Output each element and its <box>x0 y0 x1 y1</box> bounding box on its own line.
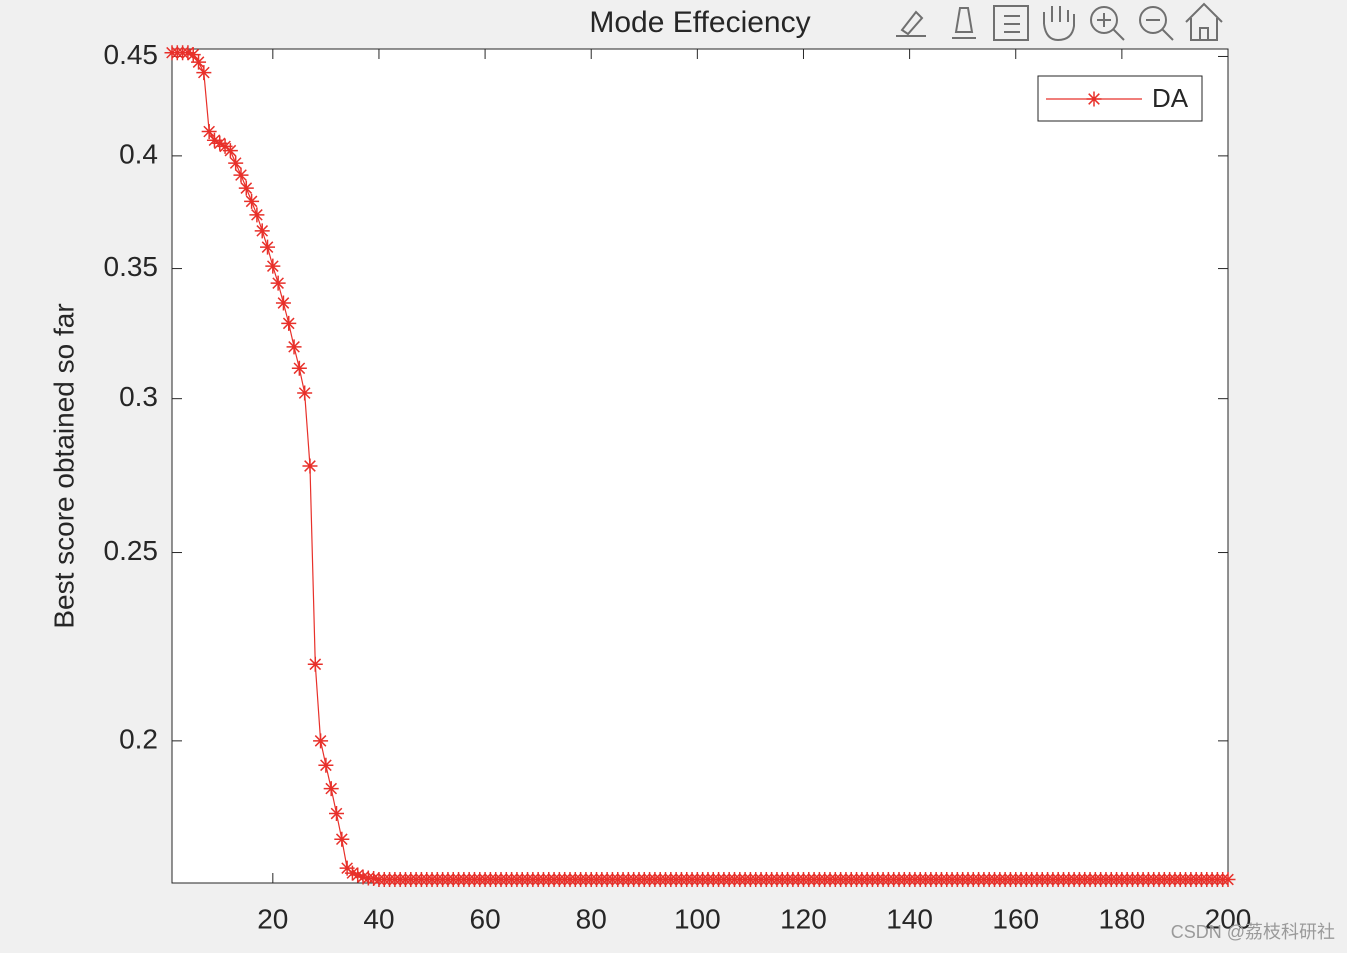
x-tick-label: 40 <box>363 903 394 934</box>
marker <box>185 47 201 63</box>
marker <box>350 867 366 883</box>
y-tick-label: 0.35 <box>104 251 159 282</box>
marker <box>228 155 244 171</box>
legend-marker <box>1086 91 1102 107</box>
y-tick-label: 0.45 <box>104 39 159 70</box>
marker <box>265 258 281 274</box>
axes-box <box>171 48 1229 884</box>
legend-label: DA <box>1152 83 1189 113</box>
marker <box>313 733 329 749</box>
marker <box>212 135 228 151</box>
marker <box>1220 872 1236 888</box>
marker <box>329 806 345 822</box>
marker <box>344 865 360 881</box>
home-icon[interactable] <box>1185 2 1223 41</box>
y-tick-label: 0.25 <box>104 535 159 566</box>
marker <box>180 45 196 61</box>
marker <box>286 339 302 355</box>
x-tick-label: 180 <box>1099 903 1146 934</box>
marker <box>291 360 307 376</box>
marker <box>196 65 212 81</box>
brush-icon[interactable] <box>896 10 926 37</box>
x-tick-label: 120 <box>780 903 827 934</box>
marker <box>318 757 334 773</box>
marker <box>191 54 207 70</box>
y-tick-label: 0.3 <box>119 381 158 412</box>
marker <box>355 869 371 885</box>
x-tick-label: 20 <box>257 903 288 934</box>
marker <box>297 385 313 401</box>
marker <box>238 180 254 196</box>
marker <box>222 143 238 159</box>
y-axis-label: Best score obtained so far <box>48 303 79 628</box>
marker <box>201 124 217 140</box>
x-tick-label: 100 <box>674 903 721 934</box>
marker <box>206 132 222 148</box>
x-tick-label: 80 <box>576 903 607 934</box>
marker <box>302 458 318 474</box>
y-tick-label: 0.4 <box>119 138 158 169</box>
x-tick-label: 200 <box>1205 903 1252 934</box>
marker <box>254 223 270 239</box>
marker <box>366 871 382 887</box>
x-tick-label: 60 <box>470 903 501 934</box>
marker <box>323 781 339 797</box>
zoom-out-icon[interactable] <box>1139 6 1174 41</box>
marker <box>217 138 233 154</box>
y-tick-label: 0.2 <box>119 723 158 754</box>
marker <box>244 193 260 209</box>
marker <box>249 207 265 223</box>
toolbar <box>896 2 1223 42</box>
marker <box>281 315 297 331</box>
legend-icon[interactable] <box>993 5 1029 41</box>
marker <box>270 275 286 291</box>
chart-title: Mode Effeciency <box>589 6 810 39</box>
marker <box>260 239 276 255</box>
pan-icon[interactable] <box>1043 6 1075 42</box>
x-tick-label: 140 <box>886 903 933 934</box>
x-tick-label: 160 <box>992 903 1039 934</box>
data-cursor-icon[interactable] <box>952 7 976 39</box>
watermark: CSDN @荔枝科研社 <box>1171 922 1335 942</box>
marker <box>275 295 291 311</box>
marker <box>233 167 249 183</box>
marker <box>334 831 350 847</box>
marker <box>307 656 323 672</box>
zoom-in-icon[interactable] <box>1090 6 1125 41</box>
